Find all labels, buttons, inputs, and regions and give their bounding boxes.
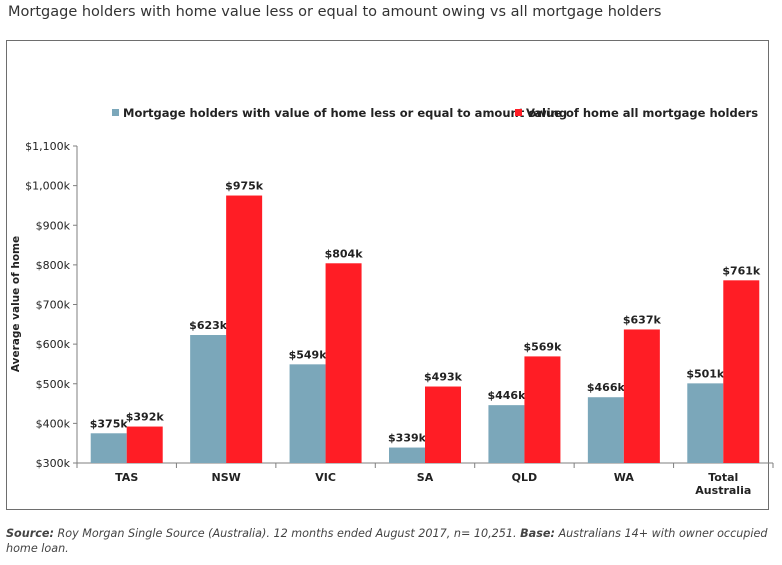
data-label: $623k	[189, 319, 228, 332]
bar-series-2	[226, 195, 263, 463]
x-tick-label: Total	[708, 471, 738, 484]
data-label: $375k	[90, 417, 129, 430]
x-tick-label: SA	[417, 471, 434, 484]
y-tick-label: $900k	[36, 219, 71, 232]
y-axis-title: Average value of home	[10, 236, 22, 372]
bar-series-2	[325, 263, 362, 463]
legend-swatch-series-2	[515, 109, 522, 116]
chart-frame	[6, 40, 769, 510]
data-label: $975k	[225, 180, 264, 193]
source-text: Roy Morgan Single Source (Australia). 12…	[53, 527, 521, 540]
x-tick-label: TAS	[115, 471, 138, 484]
source-note: Source: Roy Morgan Single Source (Austra…	[6, 526, 776, 556]
x-tick-label: Australia	[695, 484, 751, 497]
x-tick-label: VIC	[315, 471, 336, 484]
bar-series-2	[126, 426, 163, 463]
data-label: $466k	[587, 381, 626, 394]
bar-series-2	[623, 329, 660, 463]
bar-chart: Mortgage holders with value of home less…	[10, 106, 774, 497]
source-label: Source:	[6, 527, 54, 540]
x-tick-label: NSW	[212, 471, 241, 484]
page-title: Mortgage holders with home value less or…	[8, 4, 662, 20]
base-text: Australians 14+ with owner occupied home…	[6, 527, 768, 555]
legend-label-series-2: Value of home all mortgage holders	[526, 106, 758, 120]
y-tick-label: $700k	[36, 299, 71, 312]
bar-series-1	[587, 397, 624, 463]
y-tick-label: $1,100k	[25, 140, 70, 153]
data-label: $569k	[523, 340, 562, 353]
bar-series-2	[425, 386, 461, 463]
data-label: $549k	[289, 348, 328, 361]
bar-series-1	[289, 364, 326, 463]
plot-area: $300k $400k $500k $600k $700k $800k $900k $1,00…	[25, 140, 774, 497]
data-label: $637k	[623, 313, 662, 326]
data-label: $493k	[424, 371, 463, 384]
bar-series-1	[389, 447, 425, 463]
legend: Mortgage holders with value of home less…	[112, 106, 758, 120]
data-label: $804k	[325, 247, 364, 260]
base-label: Base:	[520, 527, 555, 540]
data-label: $339k	[388, 432, 427, 445]
legend-swatch-series-1	[112, 109, 119, 116]
bar-series-1	[90, 433, 127, 463]
y-tick-label: $300k	[36, 457, 71, 470]
bar-series-2	[524, 356, 561, 463]
y-tick-label: $400k	[36, 417, 71, 430]
y-tick-label: $1,000k	[25, 180, 70, 193]
data-label: $761k	[722, 264, 761, 277]
data-label: $501k	[686, 367, 725, 380]
y-tick-label: $500k	[36, 378, 71, 391]
bar-series-2	[723, 280, 760, 463]
y-tick-label: $800k	[36, 259, 71, 272]
bar-series-1	[190, 335, 227, 463]
data-label: $392k	[126, 411, 165, 424]
x-tick-label: QLD	[512, 471, 538, 484]
bar-series-1	[488, 405, 525, 463]
y-tick-label: $600k	[36, 338, 71, 351]
data-label: $446k	[487, 389, 526, 402]
bar-series-1	[687, 383, 724, 463]
legend-label-series-1: Mortgage holders with value of home less…	[123, 106, 567, 120]
x-tick-label: WA	[614, 471, 635, 484]
